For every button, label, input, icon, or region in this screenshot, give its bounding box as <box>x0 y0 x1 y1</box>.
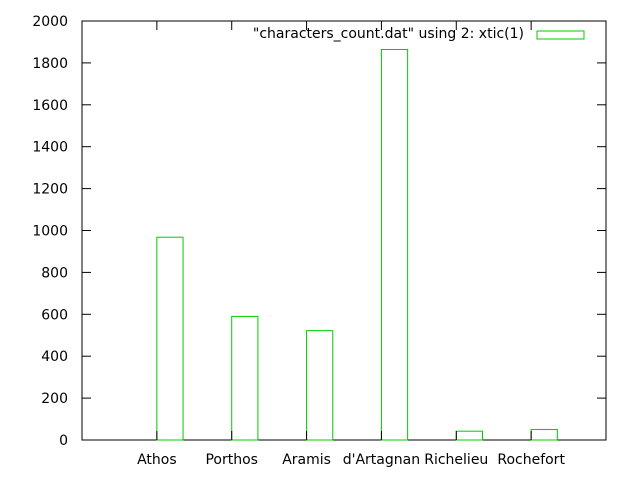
bars <box>156 48 558 441</box>
x-axis: Athos Porthos Aramis d'Artagnan Richelieu Roc… <box>137 21 565 468</box>
y-tick-label: 1200 <box>32 182 68 198</box>
bar <box>380 48 409 441</box>
y-tick-label: 600 <box>41 307 68 323</box>
y-tick-label: 1000 <box>32 224 68 240</box>
x-tick-label: Aramis <box>282 452 331 468</box>
bar <box>306 330 334 441</box>
bar <box>455 430 483 441</box>
x-tick-label: Richelieu <box>424 452 488 468</box>
legend-swatch <box>536 30 585 40</box>
legend-label: "characters_count.dat" using 2: xtic(1) <box>253 26 524 42</box>
y-tick-label: 2000 <box>32 14 68 30</box>
y-tick-label: 0 <box>59 433 68 449</box>
bar <box>156 236 184 441</box>
y-tick-label: 1600 <box>32 98 68 114</box>
x-tick-label: Rochefort <box>497 452 565 468</box>
legend: "characters_count.dat" using 2: xtic(1) <box>253 26 585 42</box>
x-tick-label: Porthos <box>205 452 258 468</box>
x-tick-label: Athos <box>137 452 177 468</box>
bar <box>530 429 558 441</box>
y-tick-label: 1400 <box>32 140 68 156</box>
y-tick-label: 800 <box>41 265 68 281</box>
x-tick-label: d'Artagnan <box>343 452 420 468</box>
y-tick-label: 1800 <box>32 56 68 72</box>
y-tick-label: 400 <box>41 349 68 365</box>
plot-frame <box>81 20 607 441</box>
y-tick-label: 200 <box>41 391 68 407</box>
y-axis: 0 200 400 600 800 1000 1200 1400 1600 1800 2000 <box>32 14 606 449</box>
bar <box>231 315 259 441</box>
